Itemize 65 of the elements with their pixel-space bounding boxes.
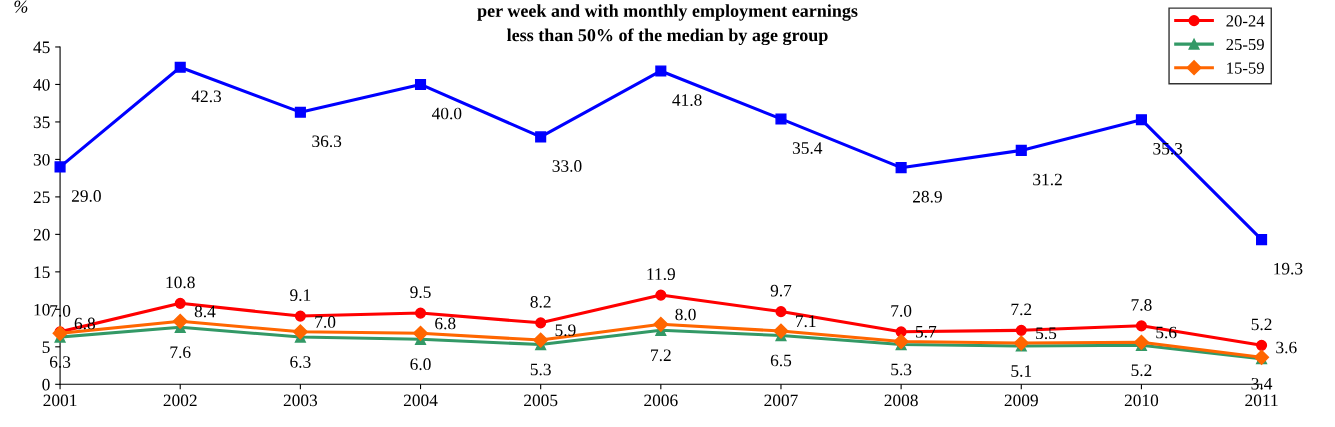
- data-label: 9.7: [770, 284, 792, 297]
- data-label: 6.5: [770, 354, 792, 367]
- data-label: 29.0: [71, 190, 101, 202]
- data-label: 7.2: [651, 349, 671, 362]
- data-label: 8.0: [675, 308, 696, 321]
- data-label: 9.5: [410, 286, 431, 299]
- y-tick-label: 15: [34, 266, 50, 279]
- y-tick-label: 30: [33, 153, 50, 166]
- data-label: 8.4: [194, 305, 216, 318]
- data-label: 10.8: [166, 276, 195, 289]
- y-axis-title: %: [14, 0, 28, 13]
- x-tick-label: 2007: [764, 394, 798, 407]
- data-label: 7.2: [1011, 303, 1032, 316]
- data-label: 3.4: [1251, 377, 1273, 390]
- data-label: 7.1: [796, 315, 816, 328]
- y-tick-label: 5: [42, 341, 50, 354]
- y-tick-label: 0: [42, 378, 50, 391]
- data-label: 5.7: [916, 326, 937, 338]
- y-tick-label: 35: [33, 116, 50, 129]
- data-label: 7.0: [891, 305, 912, 317]
- x-tick-label: 2009: [1004, 394, 1038, 407]
- x-tick-label: 2003: [283, 394, 318, 407]
- y-tick-label: 40: [33, 78, 50, 91]
- data-label: 42.3: [191, 90, 222, 103]
- y-tick-label: 10: [34, 303, 50, 316]
- y-tick-label: 25: [33, 191, 50, 204]
- data-label: 28.9: [913, 190, 942, 203]
- data-label: 7.0: [315, 316, 336, 328]
- data-label: 8.2: [530, 296, 551, 308]
- data-label: 11.9: [647, 268, 675, 281]
- data-label: 7.6: [170, 346, 191, 359]
- data-label: 5.1: [1011, 365, 1032, 377]
- data-label: 36.3: [312, 135, 342, 148]
- x-tick-label: 2004: [403, 394, 438, 407]
- data-label: 5.2: [1131, 364, 1152, 377]
- data-label: 6.3: [290, 356, 311, 368]
- data-label: 7.8: [1131, 299, 1152, 311]
- data-label: 19.3: [1274, 262, 1303, 275]
- legend-label: 25-59: [1226, 38, 1264, 51]
- data-label: 6.8: [435, 317, 456, 330]
- data-label: 31.2: [1033, 173, 1062, 186]
- data-label: 33.0: [552, 160, 582, 172]
- data-label: 3.6: [1276, 341, 1297, 354]
- x-tick-label: 2011: [1245, 394, 1278, 407]
- x-tick-label: 2008: [884, 394, 918, 407]
- data-label: 6.0: [410, 358, 431, 371]
- data-label: 5.3: [891, 363, 912, 376]
- data-label: 35.4: [792, 142, 823, 154]
- data-label: 5.2: [1251, 318, 1272, 331]
- data-label: 41.8: [672, 94, 702, 106]
- x-tick-label: 2006: [644, 394, 678, 407]
- data-label: 9.1: [290, 289, 311, 302]
- data-label: 40.0: [431, 107, 462, 120]
- y-tick-label: 45: [33, 41, 50, 54]
- x-tick-label: 2002: [163, 394, 197, 407]
- x-tick-label: 2010: [1124, 394, 1159, 407]
- data-label: 5.3: [530, 363, 551, 376]
- data-label: 5.9: [555, 324, 576, 337]
- x-tick-label: 2001: [43, 394, 77, 407]
- data-label: 5.5: [1036, 327, 1057, 340]
- chart-title: per week and with monthly employment earnings less than 50% of the median by age group: [477, 4, 858, 46]
- x-tick-label: 2005: [524, 394, 558, 407]
- y-tick-label: 20: [33, 228, 50, 241]
- legend-label: 20-24: [1226, 15, 1265, 27]
- legend-label: 15-59: [1227, 62, 1264, 74]
